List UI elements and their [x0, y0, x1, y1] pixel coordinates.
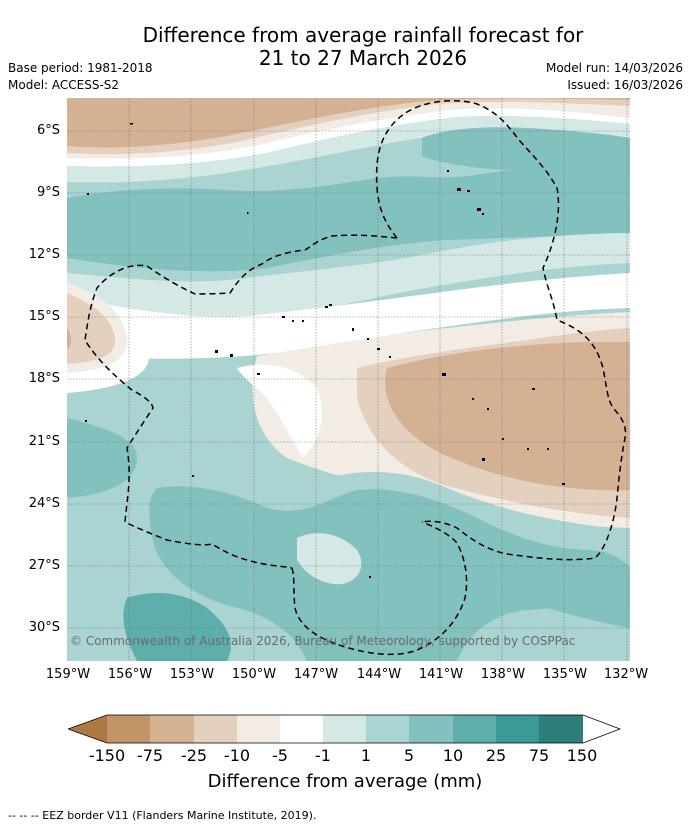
meta-right: Model run: 14/03/2026 Issued: 16/03/2026 [546, 60, 683, 94]
colorbar-title: Difference from average (mm) [207, 771, 483, 792]
lon-label: 156°W [107, 667, 153, 682]
colorbar-label: 150 [566, 746, 598, 765]
lat-label: 6°S [36, 123, 60, 138]
rainfall-map [67, 98, 630, 661]
colorbar-segment [323, 715, 366, 743]
colorbar-segment [237, 715, 280, 743]
colorbar-label: -150 [88, 746, 126, 765]
colorbar-segment [107, 715, 150, 743]
colorbar-label: 75 [528, 746, 550, 765]
map-svg [67, 98, 630, 661]
colorbar-segment [366, 715, 409, 743]
model-run: Model run: 14/03/2026 [545, 61, 683, 75]
south-west-wet [67, 418, 137, 498]
lon-label: 147°W [293, 667, 339, 682]
south-wet-mid [149, 486, 630, 661]
lat-label: 12°S [28, 247, 60, 262]
eez-borders [84, 99, 627, 656]
colorbar-segment [539, 715, 583, 743]
colorbar-label: 5 [403, 746, 415, 765]
colorbar [66, 714, 622, 750]
north-wet-light [67, 116, 630, 183]
wet-light-band [67, 233, 630, 324]
model-name: Model: ACCESS-S2 [8, 78, 120, 92]
west-dry-dark [67, 328, 72, 350]
colorbar-label: 25 [485, 746, 507, 765]
lat-label: 15°S [28, 309, 60, 324]
southeast-wet-patch [547, 591, 630, 628]
north-dry-dark [67, 98, 630, 148]
south-wet-pocket [297, 533, 362, 585]
lat-label: 30°S [28, 620, 60, 635]
wet-patch-northeast [422, 127, 630, 171]
colorbar-label: -75 [136, 746, 164, 765]
base-period: Base period: 1981-2018 [8, 61, 153, 75]
lon-label: 135°W [542, 667, 588, 682]
issued-date: Issued: 16/03/2026 [567, 78, 683, 92]
colorbar-label: -5 [272, 746, 288, 765]
lon-label: 153°W [169, 667, 215, 682]
colorbar-segment [409, 715, 453, 743]
copyright-notice: © Commonwealth of Australia 2026, Bureau… [70, 634, 576, 648]
colorbar-segment [496, 715, 539, 743]
title-line-2: 21 to 27 March 2026 [258, 46, 468, 70]
lat-label: 21°S [28, 434, 60, 449]
colorbar-outline [66, 714, 622, 744]
colorbar-svg [66, 714, 622, 744]
colorbar-segment [453, 715, 496, 743]
wet-band-upper [67, 158, 630, 272]
meta-left: Base period: 1981-2018 Model: ACCESS-S2 [8, 60, 153, 94]
eez-footnote: -- -- -- EEZ border V11 (Flanders Marine… [8, 809, 317, 822]
colorbar-segment [583, 715, 620, 743]
lon-label: 141°W [418, 667, 464, 682]
lon-label: 144°W [356, 667, 402, 682]
colorbar-segment [194, 715, 237, 743]
colorbar-label: -10 [223, 746, 251, 765]
south-wet-dark [123, 593, 231, 661]
map-title: Difference from average rainfall forecas… [0, 24, 690, 70]
lon-label: 132°W [603, 667, 649, 682]
colorbar-segment [68, 715, 107, 743]
colorbar-label: -25 [180, 746, 208, 765]
central-neutral-tongue [237, 364, 322, 458]
title-line-1: Difference from average rainfall forecas… [142, 23, 584, 47]
lat-label: 9°S [36, 185, 60, 200]
north-neutral-line [67, 108, 630, 167]
colorbar-segment [280, 715, 323, 743]
lon-label: 138°W [480, 667, 526, 682]
west-dry-mid [67, 293, 116, 364]
colorbar-label: 1 [360, 746, 372, 765]
lat-label: 24°S [28, 496, 60, 511]
colorbar-label: -1 [315, 746, 331, 765]
colorbar-label: 10 [442, 746, 464, 765]
neutral-band [67, 273, 630, 359]
lon-label: 150°W [231, 667, 277, 682]
colorbar-segment [150, 715, 194, 743]
lat-label: 18°S [28, 371, 60, 386]
islands [85, 123, 565, 578]
lat-label: 27°S [28, 558, 60, 573]
lon-label: 159°W [45, 667, 91, 682]
